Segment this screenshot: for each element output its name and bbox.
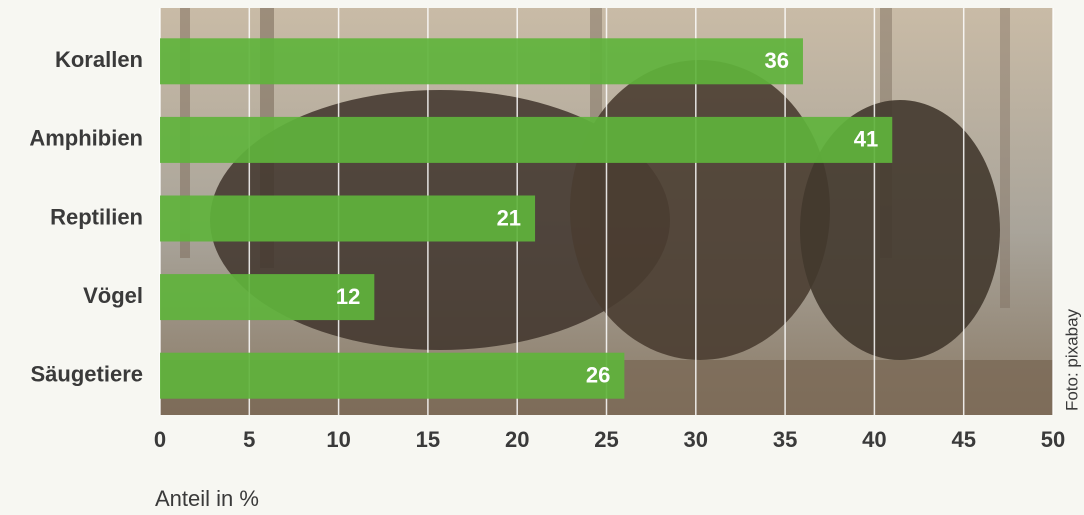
- y-tick-label: Korallen: [55, 47, 143, 72]
- x-tick-label: 35: [773, 427, 797, 452]
- value-label: 12: [336, 284, 360, 309]
- bar: [160, 195, 536, 242]
- x-tick-label: 45: [951, 427, 975, 452]
- bar: [160, 352, 625, 399]
- x-axis-label: Anteil in %: [155, 486, 259, 511]
- x-tick-label: 25: [594, 427, 618, 452]
- y-tick-label: Amphibien: [29, 126, 143, 151]
- y-tick-label: Reptilien: [50, 204, 143, 229]
- x-tick-label: 10: [326, 427, 350, 452]
- x-tick-label: 30: [684, 427, 708, 452]
- x-tick-label: 20: [505, 427, 529, 452]
- photo-credit: Foto: pixabay: [1062, 308, 1081, 411]
- value-label: 41: [854, 127, 878, 152]
- value-label: 21: [497, 205, 521, 230]
- bar: [160, 116, 893, 163]
- x-tick-label: 50: [1041, 427, 1065, 452]
- bar: [160, 38, 803, 85]
- bar: [160, 274, 375, 321]
- value-label: 26: [586, 363, 610, 388]
- value-label: 36: [764, 48, 788, 73]
- x-tick-label: 5: [243, 427, 255, 452]
- y-tick-label: Säugetiere: [31, 362, 144, 387]
- y-tick-label: Vögel: [83, 283, 143, 308]
- x-tick-label: 40: [862, 427, 886, 452]
- x-tick-label: 15: [416, 427, 440, 452]
- x-tick-label: 0: [154, 427, 166, 452]
